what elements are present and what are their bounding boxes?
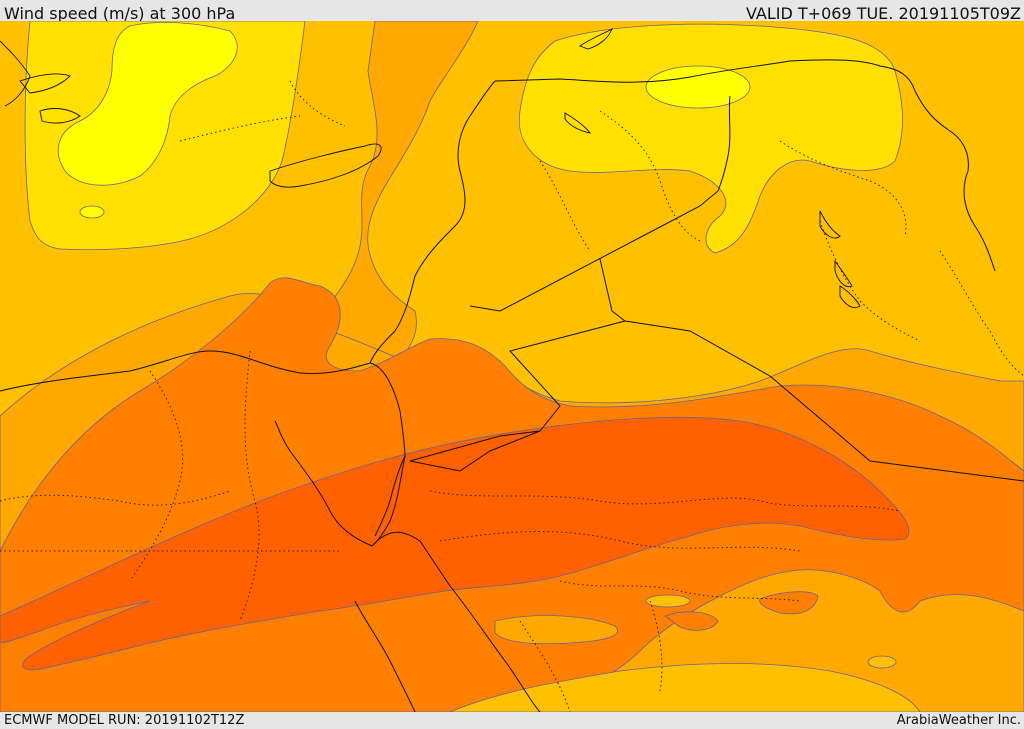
band-core-streak xyxy=(0,416,910,671)
band-nw-islet xyxy=(79,205,105,219)
map-header: Wind speed (m/s) at 300 hPa VALID T+069 … xyxy=(0,0,1024,21)
wind-speed-map xyxy=(0,21,1024,712)
band-ne-light xyxy=(518,23,903,254)
map-footer: ECMWF MODEL RUN: 20191102T12Z ArabiaWeat… xyxy=(0,712,1024,729)
band-south-pocket-3 xyxy=(645,594,691,608)
valid-time: VALID T+069 TUE. 20191105T09Z xyxy=(745,4,1021,21)
country-borders xyxy=(0,59,1024,712)
band-south-pocket-2 xyxy=(449,663,921,712)
band-south-pocket-1 xyxy=(494,615,618,645)
band-ne-core xyxy=(645,65,751,109)
band-south-pocket-4 xyxy=(867,655,897,669)
admin-boundaries xyxy=(0,80,1024,712)
band-nw-core xyxy=(57,21,238,186)
coast-details xyxy=(0,27,861,308)
band-south-pocket-6 xyxy=(664,611,719,631)
credit: ArabiaWeather Inc. xyxy=(896,713,1021,728)
band-south-pocket-5 xyxy=(759,591,819,615)
model-run: ECMWF MODEL RUN: 20191102T12Z xyxy=(4,713,245,728)
map-title: Wind speed (m/s) at 300 hPa xyxy=(4,4,236,21)
